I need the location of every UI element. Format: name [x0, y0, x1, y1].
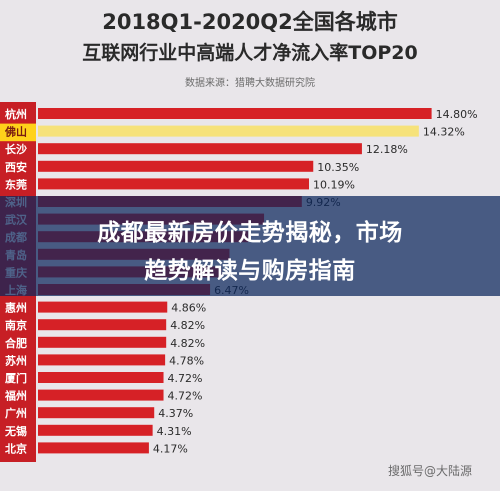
value-label: 14.32% — [423, 126, 465, 139]
value-label: 10.19% — [313, 178, 355, 191]
source-note: 数据来源：猎聘大数据研究院 — [185, 78, 315, 89]
bar — [38, 407, 155, 419]
category-label: 长沙 — [5, 142, 27, 156]
bar — [38, 108, 432, 119]
bar — [38, 442, 149, 454]
value-label: 4.37% — [158, 407, 193, 420]
category-label: 无锡 — [4, 424, 27, 438]
headline-banner — [0, 196, 500, 296]
highlight-city-cell — [0, 123, 36, 142]
value-label: 4.72% — [168, 390, 203, 403]
watermark: 搜狐号@大陆源 — [388, 464, 473, 478]
category-label: 福州 — [4, 389, 27, 403]
bar — [38, 354, 166, 366]
value-label: 4.31% — [157, 425, 192, 438]
bar — [38, 336, 167, 348]
category-label: 佛山 — [4, 125, 27, 139]
category-label: 合肥 — [5, 336, 27, 350]
bar — [38, 125, 419, 137]
category-label: 杭州 — [5, 107, 27, 121]
bar — [38, 319, 167, 331]
category-label: 惠州 — [5, 301, 27, 315]
value-label: 4.17% — [153, 442, 188, 455]
category-label: 厦门 — [5, 371, 27, 385]
bar — [38, 424, 153, 436]
value-label: 4.86% — [171, 302, 206, 315]
chart-title-line1: 2018Q1-2020Q2全国各城市 — [102, 10, 398, 34]
bar — [38, 178, 310, 190]
value-label: 4.82% — [170, 319, 205, 332]
value-label: 4.72% — [168, 372, 203, 385]
category-label: 苏州 — [5, 353, 27, 367]
bar — [38, 389, 164, 401]
headline-line2: 趋势解读与购房指南 — [144, 258, 356, 284]
value-label: 12.18% — [366, 143, 408, 156]
chart-title-line2: 互联网行业中高端人才净流入率TOP20 — [82, 42, 418, 64]
value-label: 14.80% — [436, 108, 478, 121]
value-label: 4.82% — [170, 337, 205, 350]
headline-line1: 成都最新房价走势揭秘，市场 — [97, 220, 403, 246]
value-label: 4.78% — [169, 354, 204, 367]
category-label: 广州 — [5, 406, 27, 420]
category-label: 西安 — [5, 160, 27, 174]
category-label: 东莞 — [5, 177, 27, 191]
bar — [38, 160, 314, 172]
bar — [38, 301, 168, 313]
bar — [38, 372, 164, 383]
category-label: 北京 — [5, 441, 27, 455]
bar — [38, 143, 362, 155]
category-label: 南京 — [5, 318, 27, 332]
value-label: 10.35% — [317, 161, 359, 174]
